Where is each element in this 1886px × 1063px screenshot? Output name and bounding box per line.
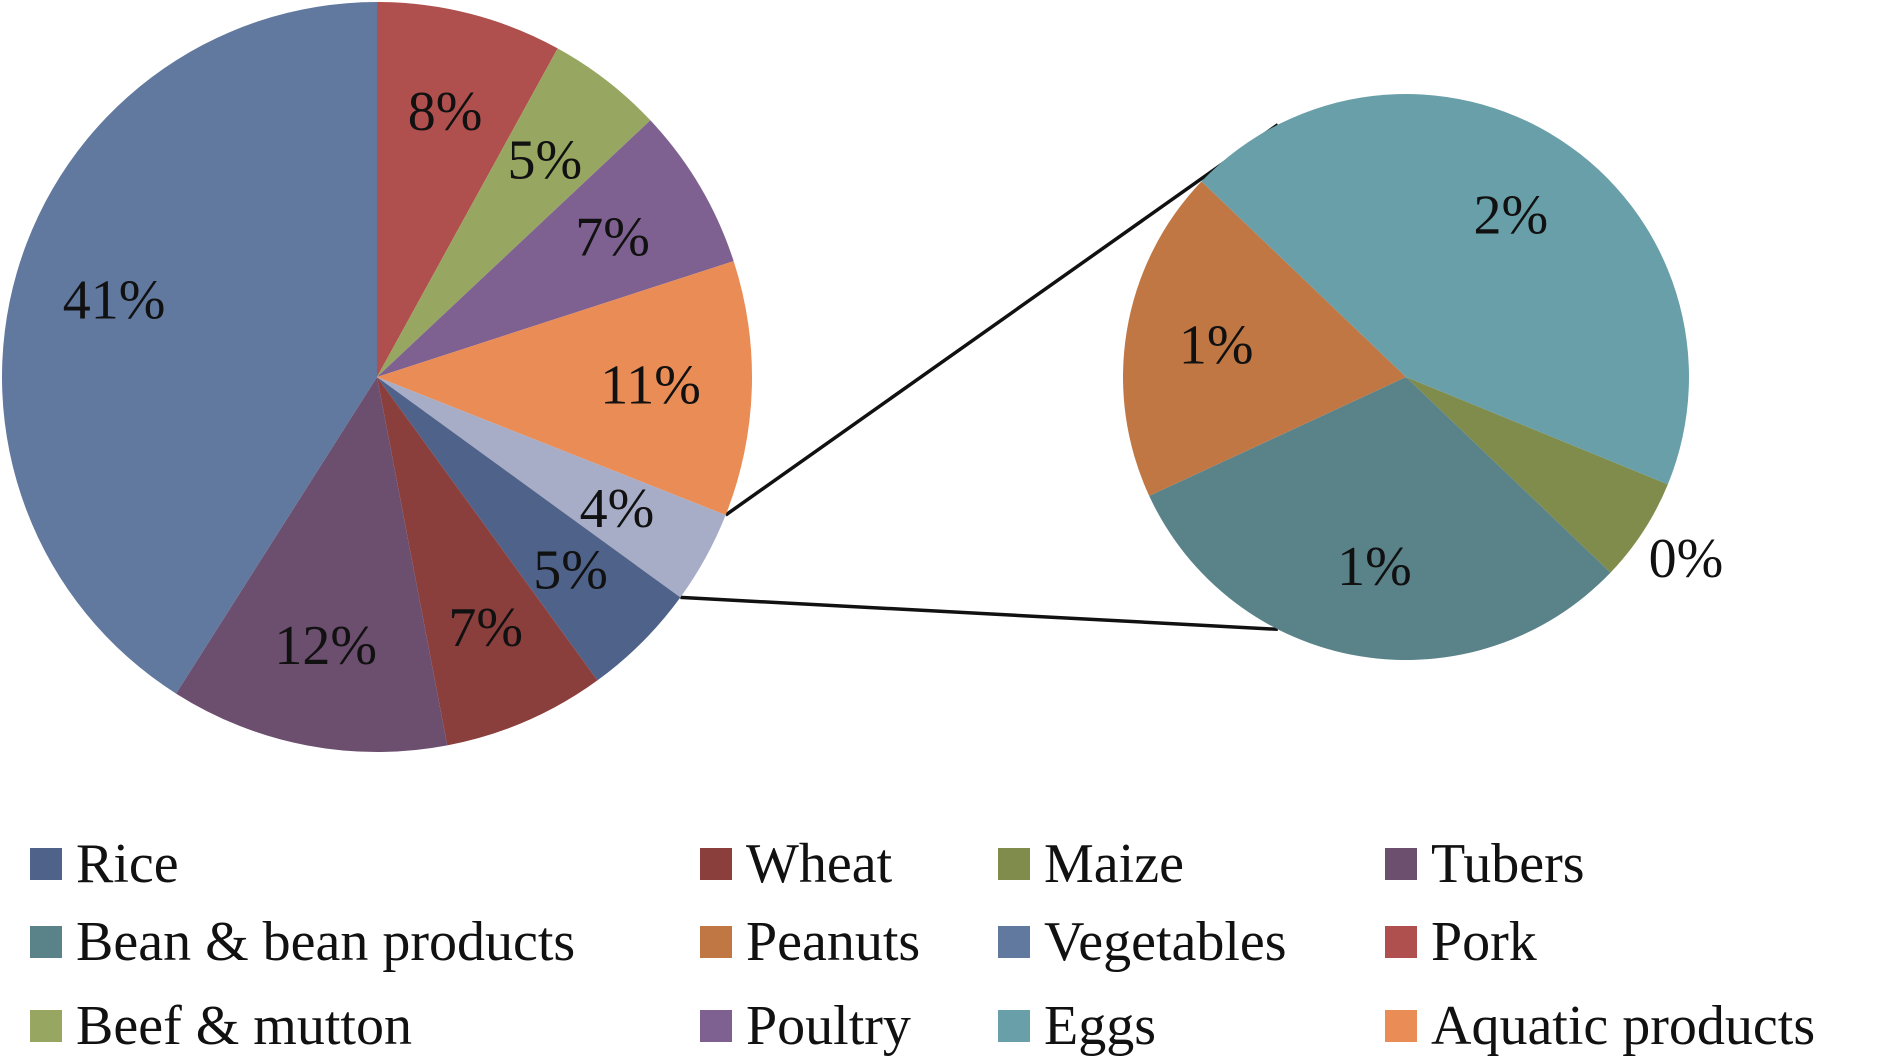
legend-item-bean-and-bean-products: Bean & bean products <box>30 911 575 973</box>
secondary-slice-peanuts <box>1123 181 1406 496</box>
legend-label-maize: Maize <box>1044 833 1184 895</box>
legend-swatch-pork <box>1385 926 1417 958</box>
legend-label-rice: Rice <box>76 833 179 895</box>
legend-item-wheat: Wheat <box>700 833 893 895</box>
legend-item-eggs: Eggs <box>998 995 1156 1057</box>
main-slice-other-expanded <box>377 377 726 598</box>
secondary-pie <box>1123 94 1689 660</box>
legend-item-vegetables: Vegetables <box>998 911 1287 973</box>
main-slice-rice <box>377 377 681 681</box>
main-slice-poultry <box>377 120 734 377</box>
main-slice-aquatic-products <box>377 261 753 516</box>
legend-swatch-peanuts <box>700 926 732 958</box>
legend-label-wheat: Wheat <box>746 833 893 895</box>
main-pie <box>1 1 753 753</box>
secondary-slice-label-peanuts: 1% <box>1179 314 1254 376</box>
legend-swatch-vegetables <box>998 926 1030 958</box>
legend-swatch-rice <box>30 848 62 880</box>
legend-item-aquatic-products: Aquatic products <box>1385 995 1815 1057</box>
main-slice-label-tubers: 12% <box>274 615 377 677</box>
legend-item-poultry: Poultry <box>700 995 911 1057</box>
secondary-slice-label-eggs: 2% <box>1473 185 1548 247</box>
legend-swatch-aquatic-products <box>1385 1010 1417 1042</box>
main-slice-label-other-expanded: 4% <box>580 478 655 540</box>
connector-line-top <box>724 123 1279 517</box>
legend-swatch-tubers <box>1385 848 1417 880</box>
main-slice-beef-and-mutton <box>377 48 651 377</box>
main-slice-label-wheat: 7% <box>448 597 523 659</box>
secondary-slice-maize <box>1406 377 1668 573</box>
legend-label-tubers: Tubers <box>1431 833 1585 895</box>
main-slice-label-vegetables: 41% <box>63 270 166 332</box>
legend-swatch-eggs <box>998 1010 1030 1042</box>
main-slice-label-aquatic-products: 11% <box>600 355 701 417</box>
legend-label-vegetables: Vegetables <box>1044 911 1287 973</box>
legend-swatch-maize <box>998 848 1030 880</box>
legend-label-peanuts: Peanuts <box>746 911 920 973</box>
secondary-slice-label-maize: 0% <box>1649 528 1724 590</box>
main-slice-label-pork: 8% <box>408 81 483 143</box>
secondary-slice-bean-and-bean-products <box>1149 377 1611 660</box>
legend-label-poultry: Poultry <box>746 995 911 1057</box>
legend-label-aquatic-products: Aquatic products <box>1431 995 1815 1057</box>
main-slice-wheat <box>377 377 598 746</box>
legend-item-tubers: Tubers <box>1385 833 1585 895</box>
legend-item-peanuts: Peanuts <box>700 911 920 973</box>
connector-line-bottom <box>680 595 1278 632</box>
legend-swatch-poultry <box>700 1010 732 1042</box>
legend-label-beef-and-mutton: Beef & mutton <box>76 995 412 1057</box>
secondary-pie-labels: 0% 1% 1% 2% <box>1179 185 1723 598</box>
main-slice-vegetables <box>1 2 378 694</box>
main-slice-label-poultry: 7% <box>575 207 650 269</box>
main-slice-pork <box>377 1 558 377</box>
legend-item-maize: Maize <box>998 833 1184 895</box>
secondary-slice-label-bean-and-bean-products: 1% <box>1337 536 1412 598</box>
main-slice-label-rice: 5% <box>533 540 608 602</box>
legend-item-rice: Rice <box>30 833 179 895</box>
legend-item-pork: Pork <box>1385 911 1537 973</box>
legend-swatch-bean-and-bean-products <box>30 926 62 958</box>
legend-label-pork: Pork <box>1431 911 1537 973</box>
secondary-slice-eggs <box>1201 94 1689 485</box>
main-slice-tubers <box>176 377 448 753</box>
legend-label-eggs: Eggs <box>1044 995 1156 1057</box>
main-pie-labels: 8%5%7%11%4%5%7%12%41% <box>63 81 701 677</box>
legend-label-bean-and-bean-products: Bean & bean products <box>76 911 575 973</box>
legend-swatch-beef-and-mutton <box>30 1010 62 1042</box>
legend-item-beef-and-mutton: Beef & mutton <box>30 995 412 1057</box>
legend-swatch-wheat <box>700 848 732 880</box>
connector-lines <box>680 123 1279 632</box>
main-slice-label-beef-and-mutton: 5% <box>507 130 582 192</box>
legend: Rice Wheat Maize Tubers Bean & bean products… <box>30 833 1815 1057</box>
